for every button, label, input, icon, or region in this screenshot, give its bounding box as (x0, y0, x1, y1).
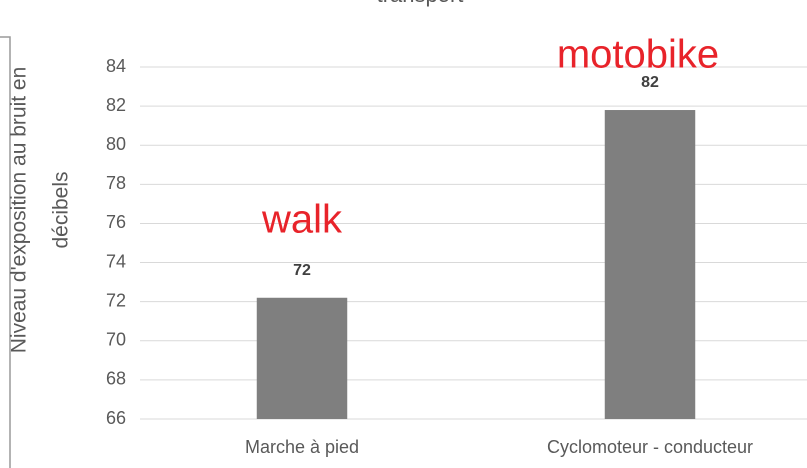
y-tick-label: 68 (106, 369, 126, 389)
bar (256, 297, 348, 419)
data-label: 82 (641, 74, 659, 91)
y-tick-label: 74 (106, 251, 126, 271)
y-axis-label: décibels (50, 171, 73, 248)
annotation: walk (261, 198, 343, 242)
frame-edge (0, 36, 11, 468)
bar (604, 110, 696, 420)
y-tick-label: 84 (106, 56, 126, 76)
x-tick-label: Marche à pied (245, 437, 359, 457)
x-tick-label: Cyclomoteur - conducteur (547, 437, 753, 457)
y-tick-label: 80 (106, 134, 126, 154)
annotation: motobike (557, 33, 719, 77)
data-label: 72 (293, 262, 311, 279)
y-axis-label: Niveau d'exposition au bruit en (8, 67, 31, 354)
chart-title: transport (377, 0, 464, 7)
y-tick-label: 82 (106, 95, 126, 115)
y-tick-label: 70 (106, 330, 126, 350)
y-tick-label: 76 (106, 212, 126, 232)
y-tick-label: 72 (106, 290, 126, 310)
y-tick-label: 66 (106, 408, 126, 428)
y-tick-label: 78 (106, 173, 126, 193)
